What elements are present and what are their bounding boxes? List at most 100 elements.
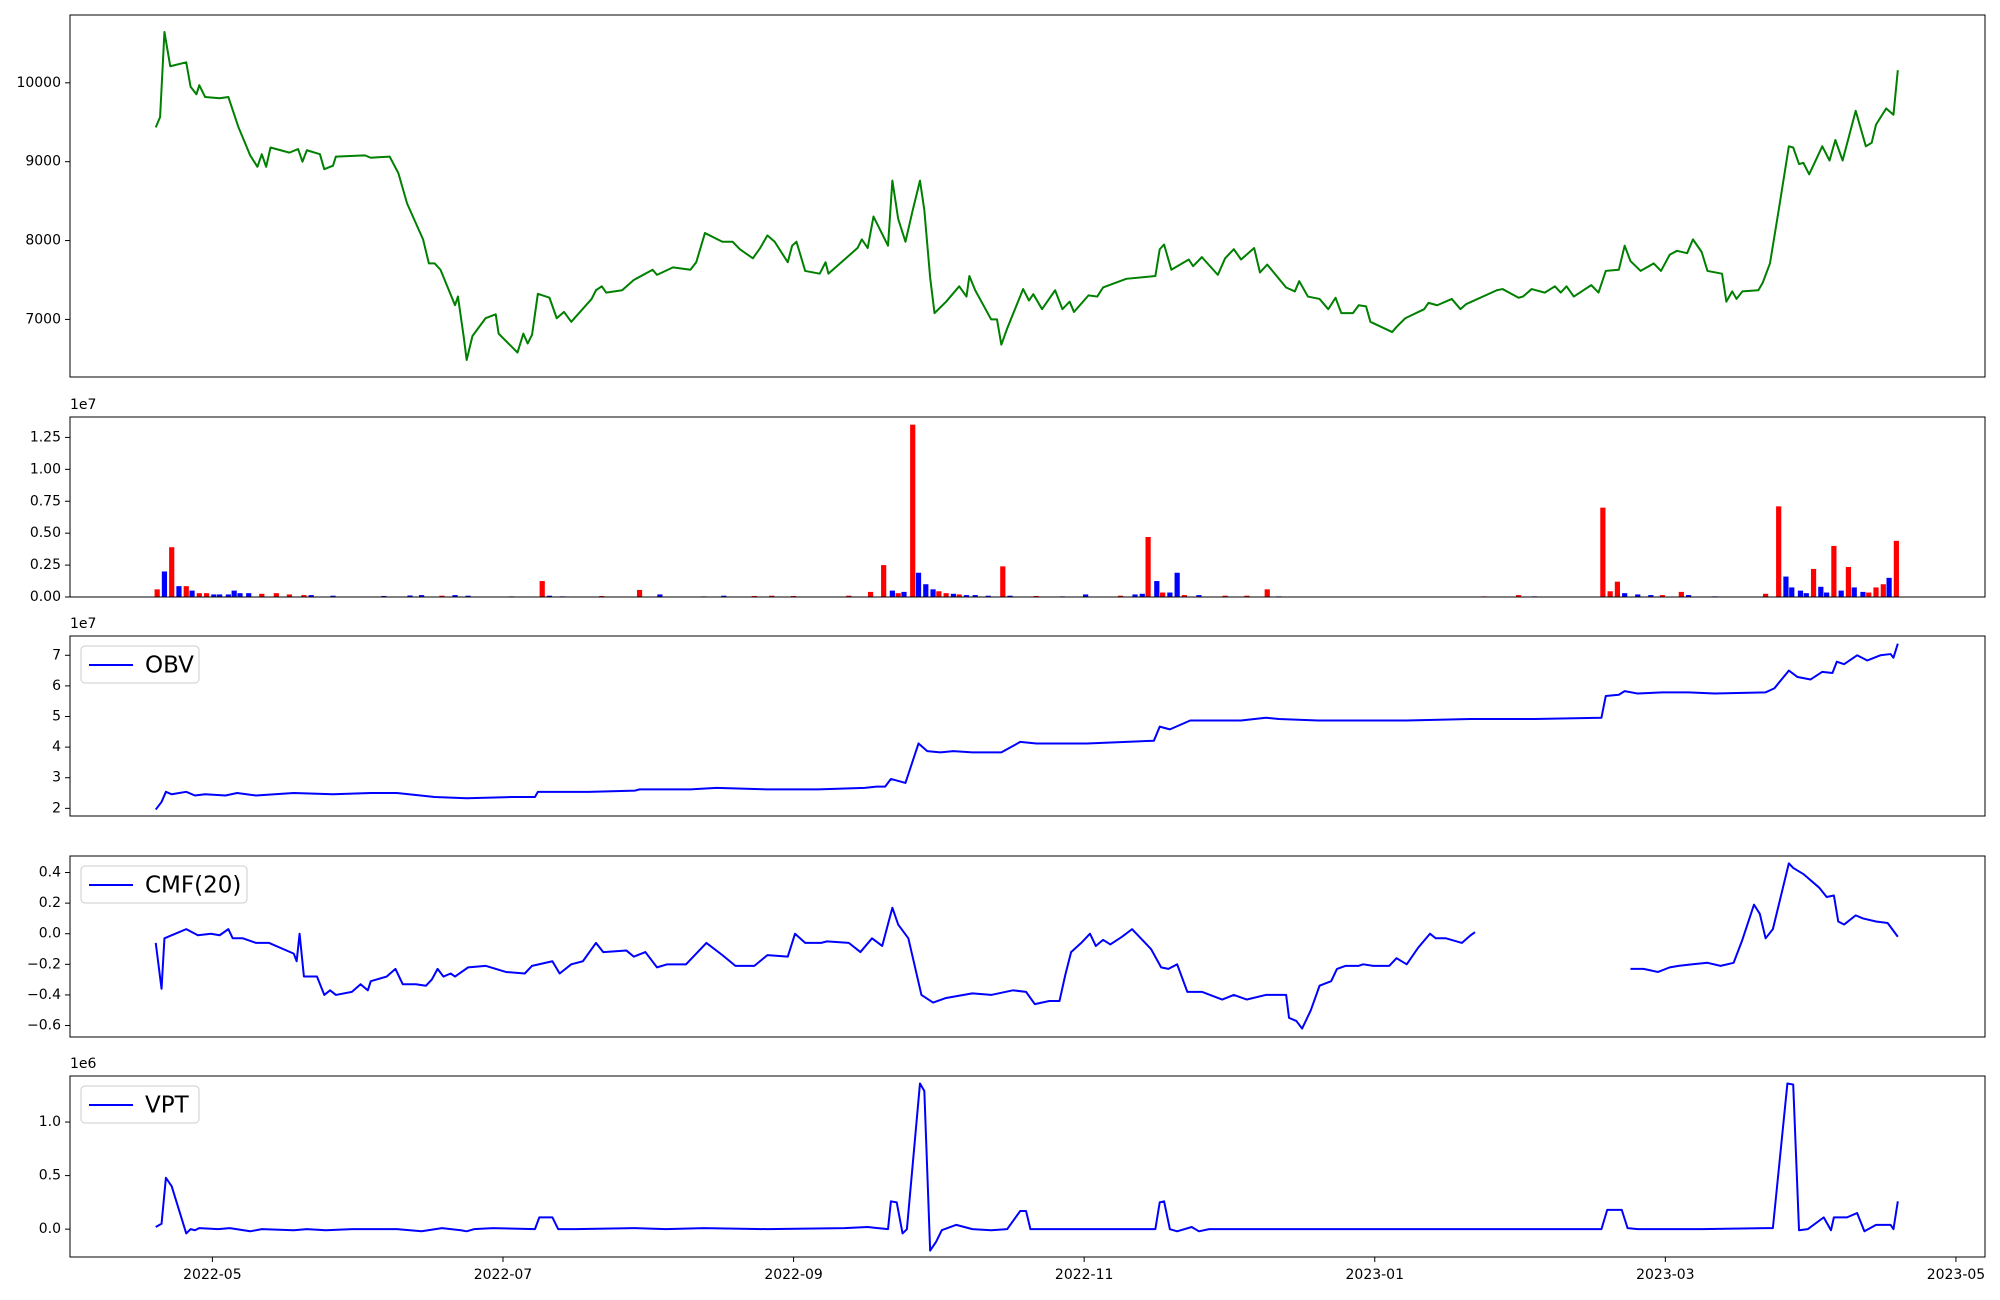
volume-bar [936,591,942,597]
volume-bar [881,565,887,597]
volume-bar [308,595,314,597]
data-line [154,643,1899,811]
y-offset-label: 1e7 [70,616,96,632]
y-tick-label: −0.2 [27,956,61,972]
volume-bar [972,595,978,597]
volume-bar [439,595,445,597]
volume-bar [231,590,237,597]
volume-bar [465,595,471,597]
volume-bar [1033,595,1039,597]
volume-bar [1607,591,1613,597]
volume-bar [196,593,202,597]
volume-bar [721,595,727,597]
y-tick-label: 0.5 [39,1168,61,1184]
panel: 2 3 4 5 6 7 1e7 OBV [52,616,1986,817]
volume-bar [183,586,189,597]
volume-bar [1222,595,1228,597]
volume-bar [915,572,922,597]
volume-bar [790,595,797,597]
volume-bar [161,571,168,597]
volume-bar [1659,595,1666,597]
y-tick-label: 0.0 [39,926,61,942]
volume-bar [956,594,962,597]
legend-box [80,865,248,904]
volume-bar [259,593,265,597]
y-offset-label: 1e6 [70,1056,97,1072]
y-tick-label: 7000 [25,311,61,327]
volume-bar [1810,568,1817,597]
volume-bar [1893,540,1899,597]
volume-bar [1167,592,1173,597]
volume-bar [1838,590,1844,597]
y-tick-label: 0.00 [30,589,61,605]
y-tick-label: −0.4 [27,987,61,1003]
volume-bar [1678,591,1684,597]
volume-bar [1831,545,1837,597]
volume-bar [1783,576,1789,597]
volume-bar [769,595,775,597]
data-line [154,862,1899,1030]
volume-bar [910,424,916,597]
volume-bar [930,589,936,597]
panel: 0.0 0.5 1.0 2022-05 2022-07 2022-09 2022-11 202… [39,1056,1986,1283]
volume-bar [1851,587,1857,597]
x-tick-label: 2022-11 [1055,1267,1114,1283]
volume-bar [1154,581,1160,597]
volume-bar [895,593,901,597]
volume-bar [1145,537,1151,597]
y-tick-label: 0.2 [39,895,61,911]
volume-bar [1866,592,1872,597]
volume-bar [985,595,991,597]
volume-bar [751,595,757,597]
x-tick-label: 2023-03 [1636,1267,1695,1283]
volume-bar [1007,595,1013,597]
y-tick-label: 4 [52,739,61,755]
y-tick-label: 0.25 [30,557,61,573]
legend-label: VPT [145,1093,190,1119]
volume-bar [889,590,895,597]
volume-bar [1873,587,1879,597]
volume-bar [1244,595,1250,597]
x-tick-label: 2022-07 [474,1267,533,1283]
volume-bar [867,591,874,597]
volume-bar [1160,592,1166,597]
volume-bar [381,595,387,597]
y-tick-label: 7 [52,647,61,663]
plot-frame [69,416,1986,598]
y-offset-label: 1e7 [70,397,96,413]
volume-bar [452,595,458,597]
volume-bar [407,595,413,597]
plot-frame [69,14,1986,378]
volume-bar [1776,506,1782,597]
volume-bar [176,586,182,597]
volume-bar [539,581,545,597]
y-tick-label: 0.50 [30,525,61,541]
x-tick-label: 2022-09 [764,1267,823,1283]
volume-bar [923,584,929,597]
panel: −0.6 −0.4 −0.2 0.0 0.2 0.4 CMF(20) [27,855,1986,1038]
y-tick-label: 5 [52,709,61,725]
volume-bar [950,593,956,597]
plot-background [70,1076,1985,1257]
legend-label: OBV [145,653,194,679]
volume-bar [1600,507,1606,597]
volume-bar [1824,592,1830,597]
volume-bar [657,594,663,597]
panel: 7000 8000 9000 10000 [16,14,1986,378]
y-tick-label: 1.00 [30,461,61,477]
legend-box [80,645,200,684]
data-line [154,30,1899,362]
volume-bar [286,594,292,597]
plot-background [70,856,1985,1037]
volume-bar [169,547,175,597]
y-tick-label: 0.75 [30,493,61,509]
volume-bar [1614,581,1621,597]
y-tick-label: −0.6 [27,1018,61,1034]
volume-bar [599,595,605,597]
volume-bar [546,595,553,597]
plot-frame [69,855,1986,1038]
plot-background [70,636,1985,816]
volume-bar [273,593,279,597]
volume-bar [1139,593,1145,597]
